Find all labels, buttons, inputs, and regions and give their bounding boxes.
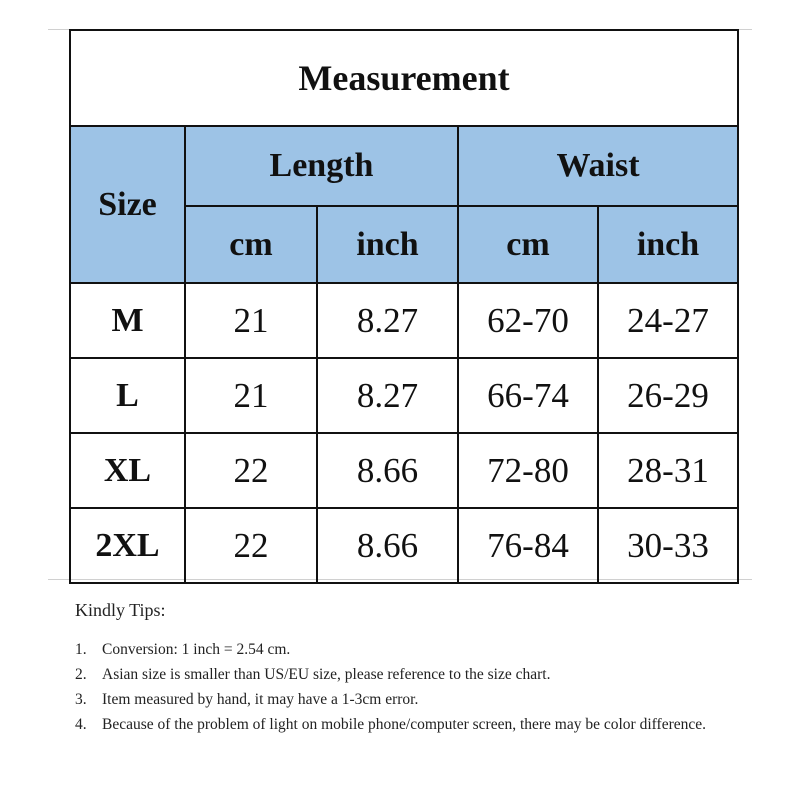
length-inch-cell: 8.66 (316, 507, 459, 584)
tips-list: 1. Conversion: 1 inch = 2.54 cm. 2. Asian … (75, 637, 712, 737)
length-inch-cell: 8.27 (316, 357, 459, 434)
length-inch-cell: 8.27 (316, 282, 459, 359)
kindly-tips: Kindly Tips: 1. Conversion: 1 inch = 2.54… (75, 600, 712, 737)
tip-item: 4. Because of the problem of light on mob… (75, 712, 712, 737)
tip-number: 1. (75, 641, 87, 658)
tip-item: 2. Asian size is smaller than US/EU size,… (75, 662, 712, 687)
tip-number: 2. (75, 666, 87, 683)
tip-number: 3. (75, 691, 87, 708)
tip-text: Item measured by hand, it may have a 1-3… (102, 691, 419, 708)
waist-inch-cell: 24-27 (597, 282, 739, 359)
waist-cm-cell: 62-70 (457, 282, 599, 359)
waist-cm-cell: 76-84 (457, 507, 599, 584)
waist-cm-header: cm (457, 205, 599, 284)
waist-inch-header: inch (597, 205, 739, 284)
waist-inch-cell: 28-31 (597, 432, 739, 509)
size-cell: M (69, 282, 186, 359)
table-title: Measurement (69, 29, 739, 127)
table-row: 2XL 22 8.66 76-84 30-33 (69, 507, 739, 584)
length-inch-header: inch (316, 205, 459, 284)
waist-header: Waist (457, 125, 739, 207)
tips-heading: Kindly Tips: (75, 600, 166, 620)
length-cm-header: cm (184, 205, 318, 284)
length-inch-cell: 8.66 (316, 432, 459, 509)
waist-inch-cell: 26-29 (597, 357, 739, 434)
size-chart-table: Measurement Size Length Waist cm inch cm… (69, 29, 739, 584)
tip-number: 4. (75, 716, 87, 733)
tip-text: Conversion: 1 inch = 2.54 cm. (102, 641, 291, 658)
length-header: Length (184, 125, 459, 207)
tip-text: Because of the problem of light on mobil… (102, 716, 706, 733)
table-row: L 21 8.27 66-74 26-29 (69, 357, 739, 434)
size-header: Size (69, 125, 186, 284)
tip-item: 1. Conversion: 1 inch = 2.54 cm. (75, 637, 712, 662)
size-cell: L (69, 357, 186, 434)
tip-text: Asian size is smaller than US/EU size, p… (102, 666, 551, 683)
waist-cm-cell: 72-80 (457, 432, 599, 509)
waist-cm-cell: 66-74 (457, 357, 599, 434)
waist-inch-cell: 30-33 (597, 507, 739, 584)
length-cm-cell: 21 (184, 357, 318, 434)
length-cm-cell: 22 (184, 432, 318, 509)
length-cm-cell: 21 (184, 282, 318, 359)
tip-item: 3. Item measured by hand, it may have a 1… (75, 687, 712, 712)
table-row: XL 22 8.66 72-80 28-31 (69, 432, 739, 509)
size-cell: XL (69, 432, 186, 509)
size-cell: 2XL (69, 507, 186, 584)
length-cm-cell: 22 (184, 507, 318, 584)
table-row: M 21 8.27 62-70 24-27 (69, 282, 739, 359)
